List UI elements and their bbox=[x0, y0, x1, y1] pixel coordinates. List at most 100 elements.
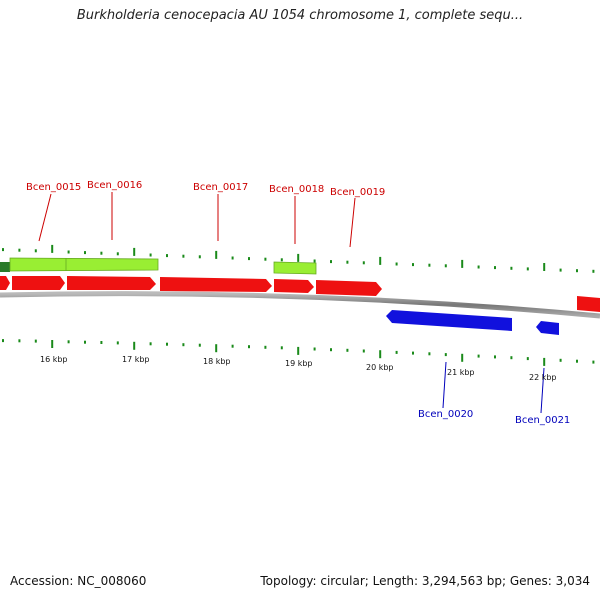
major-tick bbox=[297, 253, 300, 262]
dark-feature-segment bbox=[0, 262, 10, 272]
gene-labels: Bcen_0015 Bcen_0016 Bcen_0017 Bcen_0018 … bbox=[26, 180, 570, 426]
minor-tick bbox=[248, 345, 250, 349]
gene-arrow-partial-right[interactable] bbox=[577, 296, 600, 312]
minor-tick bbox=[2, 248, 4, 252]
map-title: Burkholderia cenocepacia AU 1054 chromos… bbox=[76, 8, 524, 23]
cds-feature-bar[interactable] bbox=[9, 257, 159, 272]
minor-tick bbox=[264, 345, 267, 349]
minor-tick bbox=[510, 266, 513, 270]
minor-tick bbox=[264, 257, 267, 261]
minor-tick bbox=[100, 341, 103, 344]
minor-tick bbox=[412, 263, 414, 267]
minor-tick bbox=[84, 251, 86, 255]
minor-tick bbox=[198, 343, 201, 347]
gene-arrow-bcen-0016[interactable] bbox=[67, 276, 156, 290]
minor-tick bbox=[313, 259, 316, 263]
minor-tick bbox=[280, 346, 283, 350]
minor-tick bbox=[444, 353, 447, 357]
label-leaders bbox=[38, 192, 545, 414]
gene-arrow-bcen-0017[interactable] bbox=[160, 277, 272, 292]
minor-tick bbox=[412, 351, 414, 355]
reverse-gene-track bbox=[386, 310, 559, 335]
minor-tick bbox=[395, 262, 398, 266]
gene-label[interactable]: Bcen_0018 bbox=[269, 184, 324, 195]
gene-arrow-bcen-0018[interactable] bbox=[274, 279, 314, 293]
scale-tick-label: 19 kbp bbox=[285, 359, 313, 368]
minor-tick bbox=[395, 350, 398, 354]
minor-tick bbox=[248, 257, 250, 261]
minor-tick bbox=[559, 268, 562, 272]
cds-feature-bar[interactable] bbox=[273, 261, 317, 275]
minor-tick bbox=[231, 344, 234, 348]
major-tick bbox=[133, 341, 136, 350]
genome-stats-label: Topology: circular; Length: 3,294,563 bp… bbox=[260, 574, 590, 588]
minor-tick bbox=[280, 258, 283, 262]
forward-gene-track bbox=[0, 276, 600, 312]
major-tick bbox=[51, 244, 54, 253]
major-tick bbox=[215, 344, 218, 353]
gene-arrow-bcen-0015[interactable] bbox=[12, 276, 65, 290]
minor-tick bbox=[2, 339, 4, 343]
minor-tick bbox=[444, 264, 447, 268]
gene-arrow-bcen-0020[interactable] bbox=[386, 310, 512, 331]
minor-tick bbox=[526, 267, 529, 271]
scale-tick-label: 16 kbp bbox=[40, 355, 68, 364]
minor-tick bbox=[494, 266, 496, 270]
scale-tick-label: 18 kbp bbox=[203, 357, 231, 366]
major-tick bbox=[543, 263, 546, 271]
minor-tick bbox=[34, 249, 37, 253]
major-tick bbox=[133, 247, 136, 256]
minor-tick bbox=[182, 343, 185, 347]
gene-label[interactable]: Bcen_0019 bbox=[330, 187, 385, 198]
major-tick bbox=[379, 256, 382, 265]
minor-tick bbox=[100, 251, 103, 255]
major-tick bbox=[543, 357, 546, 366]
minor-tick bbox=[67, 340, 70, 344]
gene-arrow-partial[interactable] bbox=[0, 276, 10, 290]
minor-tick bbox=[116, 252, 119, 256]
gene-label[interactable]: Bcen_0021 bbox=[515, 415, 570, 426]
minor-tick bbox=[330, 348, 332, 352]
minor-tick bbox=[362, 261, 365, 265]
minor-tick bbox=[182, 254, 185, 258]
inner-tick-row bbox=[2, 339, 595, 366]
accession-label: Accession: NC_008060 bbox=[10, 574, 147, 588]
major-tick bbox=[215, 250, 218, 259]
chromosome-backbone bbox=[0, 291, 600, 319]
minor-tick bbox=[526, 357, 529, 361]
major-tick bbox=[461, 353, 464, 362]
minor-tick bbox=[116, 341, 119, 345]
minor-tick bbox=[149, 253, 152, 257]
gene-label[interactable]: Bcen_0017 bbox=[193, 182, 248, 193]
minor-tick bbox=[34, 339, 37, 343]
feature-track bbox=[0, 257, 317, 275]
scale-tick-label: 21 kbp bbox=[447, 368, 475, 377]
minor-tick bbox=[510, 356, 513, 360]
minor-tick bbox=[231, 256, 234, 260]
minor-tick bbox=[313, 347, 316, 351]
gene-arrow-bcen-0021[interactable] bbox=[536, 321, 559, 335]
minor-tick bbox=[428, 263, 431, 267]
minor-tick bbox=[330, 260, 332, 264]
major-tick bbox=[461, 259, 464, 268]
major-tick bbox=[51, 340, 54, 348]
minor-tick bbox=[576, 269, 578, 273]
minor-tick bbox=[346, 348, 349, 352]
gene-label[interactable]: Bcen_0020 bbox=[418, 409, 473, 420]
scale-tick-label: 17 kbp bbox=[122, 355, 150, 364]
minor-tick bbox=[428, 352, 431, 356]
outer-tick-row bbox=[2, 244, 595, 273]
gene-label[interactable]: Bcen_0015 bbox=[26, 182, 81, 193]
minor-tick bbox=[592, 360, 595, 364]
minor-tick bbox=[166, 254, 168, 258]
minor-tick bbox=[67, 250, 70, 254]
minor-tick bbox=[18, 248, 21, 252]
minor-tick bbox=[477, 354, 480, 358]
minor-tick bbox=[166, 342, 168, 346]
minor-tick bbox=[576, 359, 578, 363]
major-tick bbox=[379, 350, 382, 359]
gene-arrow-bcen-0019[interactable] bbox=[316, 280, 382, 296]
minor-tick bbox=[18, 339, 21, 343]
gene-label[interactable]: Bcen_0016 bbox=[87, 180, 142, 191]
